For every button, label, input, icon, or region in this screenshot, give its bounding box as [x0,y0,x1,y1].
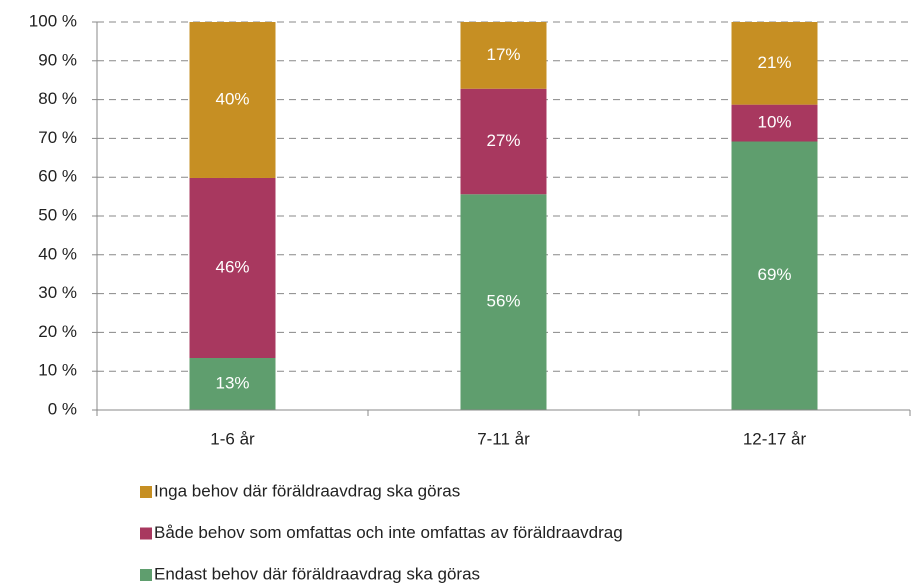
y-tick-label: 70 % [38,128,77,147]
y-tick-label: 90 % [38,50,77,69]
bar-segment [460,22,547,89]
y-tick-label: 10 % [38,361,77,380]
legend-swatch [140,527,152,540]
legend-swatch [140,486,152,498]
bar-segment [189,22,276,178]
y-tick-label: 80 % [38,89,77,108]
bar-segment [731,104,818,142]
legend-label: Både behov som omfattas och inte omfatta… [154,523,623,542]
y-tick-label: 60 % [38,167,77,186]
y-tick-label: 100 % [29,11,77,30]
legend-swatch [140,569,152,581]
value-label: 69% [757,265,791,284]
bar-segment [731,141,818,410]
y-tick-label: 20 % [38,322,77,341]
y-tick-label: 50 % [38,205,77,224]
y-tick-label: 40 % [38,244,77,263]
bar-segment [460,88,547,195]
value-label: 13% [215,373,249,392]
value-label: 56% [486,292,520,311]
value-label: 27% [486,131,520,150]
value-label: 10% [757,113,791,132]
y-tick-label: 0 % [48,399,77,418]
bar-segment [189,358,276,410]
value-label: 40% [215,89,249,108]
value-label: 17% [486,45,520,64]
value-label: 46% [215,257,249,276]
value-label: 21% [757,53,791,72]
legend-label: Inga behov där föräldraavdrag ska göras [154,481,460,500]
y-tick-label: 30 % [38,283,77,302]
bar-segment [189,177,276,359]
x-tick-label: 1-6 år [210,429,255,448]
legend-label: Endast behov där föräldraavdrag ska göra… [154,564,480,583]
bar-segment [731,22,818,105]
x-tick-label: 12-17 år [743,429,807,448]
bar-segment [460,194,547,410]
x-tick-label: 7-11 år [477,429,530,448]
